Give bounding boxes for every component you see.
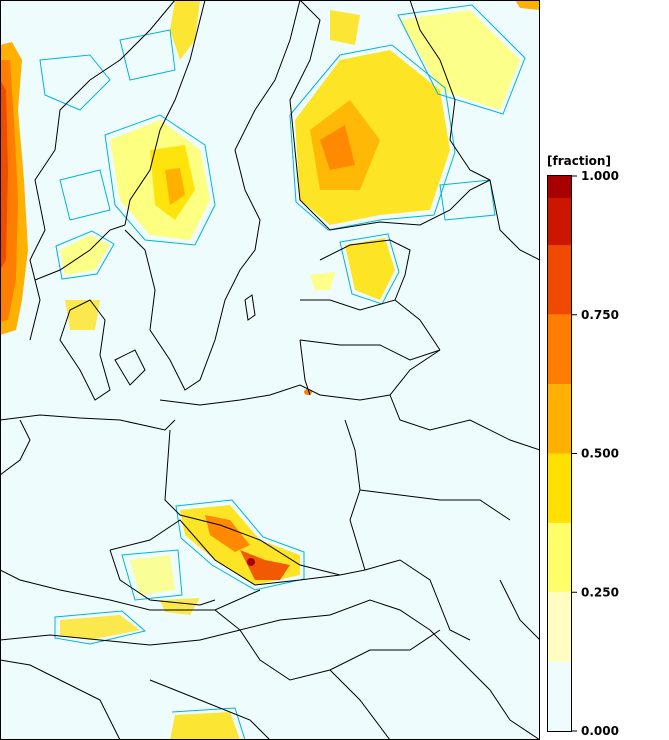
legend-color-bins — [548, 176, 571, 731]
legend-tick-label: 0.500 — [581, 447, 619, 461]
legend-tick-label: 0.250 — [581, 585, 619, 599]
legend-bin — [548, 176, 571, 198]
value-patches — [0, 0, 540, 740]
snow-fraction-map — [0, 0, 540, 740]
legend-bin — [548, 453, 571, 523]
borders-coastlines — [0, 0, 540, 740]
legend-bin — [548, 198, 571, 246]
legend-ticks: 1.000 0.750 0.500 0.250 0.000 — [571, 169, 619, 738]
contour-lines — [39, 4, 526, 740]
legend-bin — [548, 661, 571, 731]
map-background — [0, 0, 540, 740]
colorbar-legend: [fraction] 1.000 0.750 0.500 0.250 0.000 — [547, 154, 619, 738]
legend-bin — [548, 522, 571, 593]
legend-title: [fraction] — [547, 154, 611, 168]
legend-bin — [548, 314, 571, 385]
legend-bin — [548, 592, 571, 662]
legend-tick-label: 0.750 — [581, 308, 619, 322]
legend-tick-label: 0.000 — [581, 724, 619, 738]
legend-bin — [548, 245, 571, 315]
legend-bin — [548, 384, 571, 454]
legend-tick-label: 1.000 — [581, 169, 619, 183]
